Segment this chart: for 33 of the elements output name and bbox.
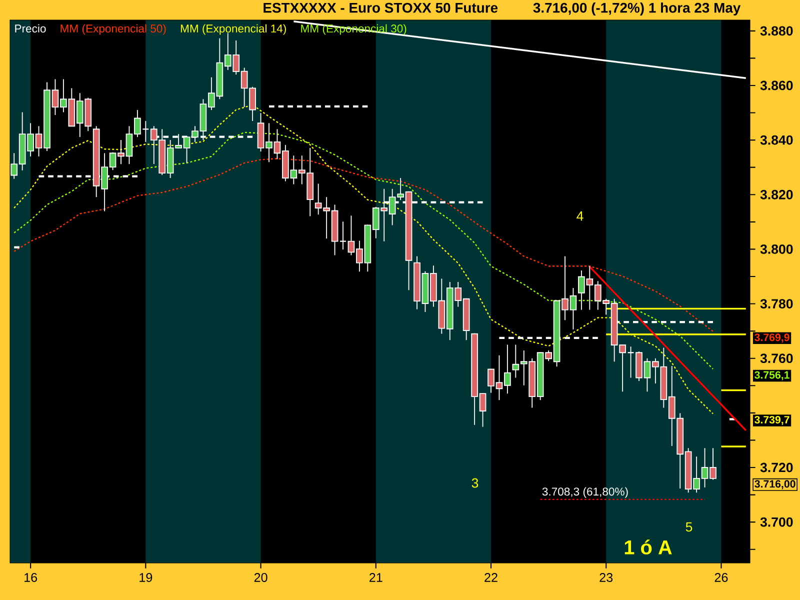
candlestick	[339, 221, 347, 250]
annotation: 4	[576, 211, 584, 221]
x-tick-label: 23	[600, 573, 613, 582]
x-tick-label: 20	[254, 573, 268, 582]
line-series	[14, 158, 714, 332]
y-tick-label: 3.840	[760, 135, 793, 145]
data-label: 3.708,3 (61,80%)	[542, 487, 628, 498]
annotation: 3	[472, 478, 478, 488]
text: MM (Exponencial 14)	[180, 24, 286, 35]
y-tick-label: 3.860	[760, 80, 793, 90]
line-series	[14, 132, 714, 370]
y-tick-label: 3.880	[760, 26, 793, 36]
text: 3.769,9	[754, 334, 790, 343]
y-tick-label: 3.700	[760, 517, 793, 527]
text: 3.716,00	[754, 480, 796, 490]
chart-title: ESTXXXXX - Euro STOXX 50 Future	[264, 2, 498, 13]
x-tick-label: 16	[24, 573, 38, 582]
text: Precio	[15, 24, 46, 33]
y-tick-label: 3.760	[760, 354, 793, 364]
x-tick-label: 19	[140, 573, 152, 582]
x-tick-label: 21	[369, 573, 382, 582]
y-tick-label: 3.800	[760, 244, 793, 254]
x-tick-label: 22	[484, 573, 498, 582]
text: 3.739,7	[754, 416, 790, 426]
y-tick-label: 3.780	[760, 299, 793, 308]
text: 3.756,1	[754, 371, 790, 380]
x-tick-label: 26	[714, 573, 728, 582]
y-tick-label: 3.820	[760, 190, 793, 200]
annotation: 1 ó A	[624, 540, 672, 554]
annotation: 5	[686, 522, 692, 532]
y-tick-label: 3.720	[760, 462, 793, 472]
text: MM (Exponencial 50)	[60, 24, 166, 35]
chart-subtitle: 3.716,00 (-1,72%) 1 hora 23 May	[533, 2, 741, 16]
